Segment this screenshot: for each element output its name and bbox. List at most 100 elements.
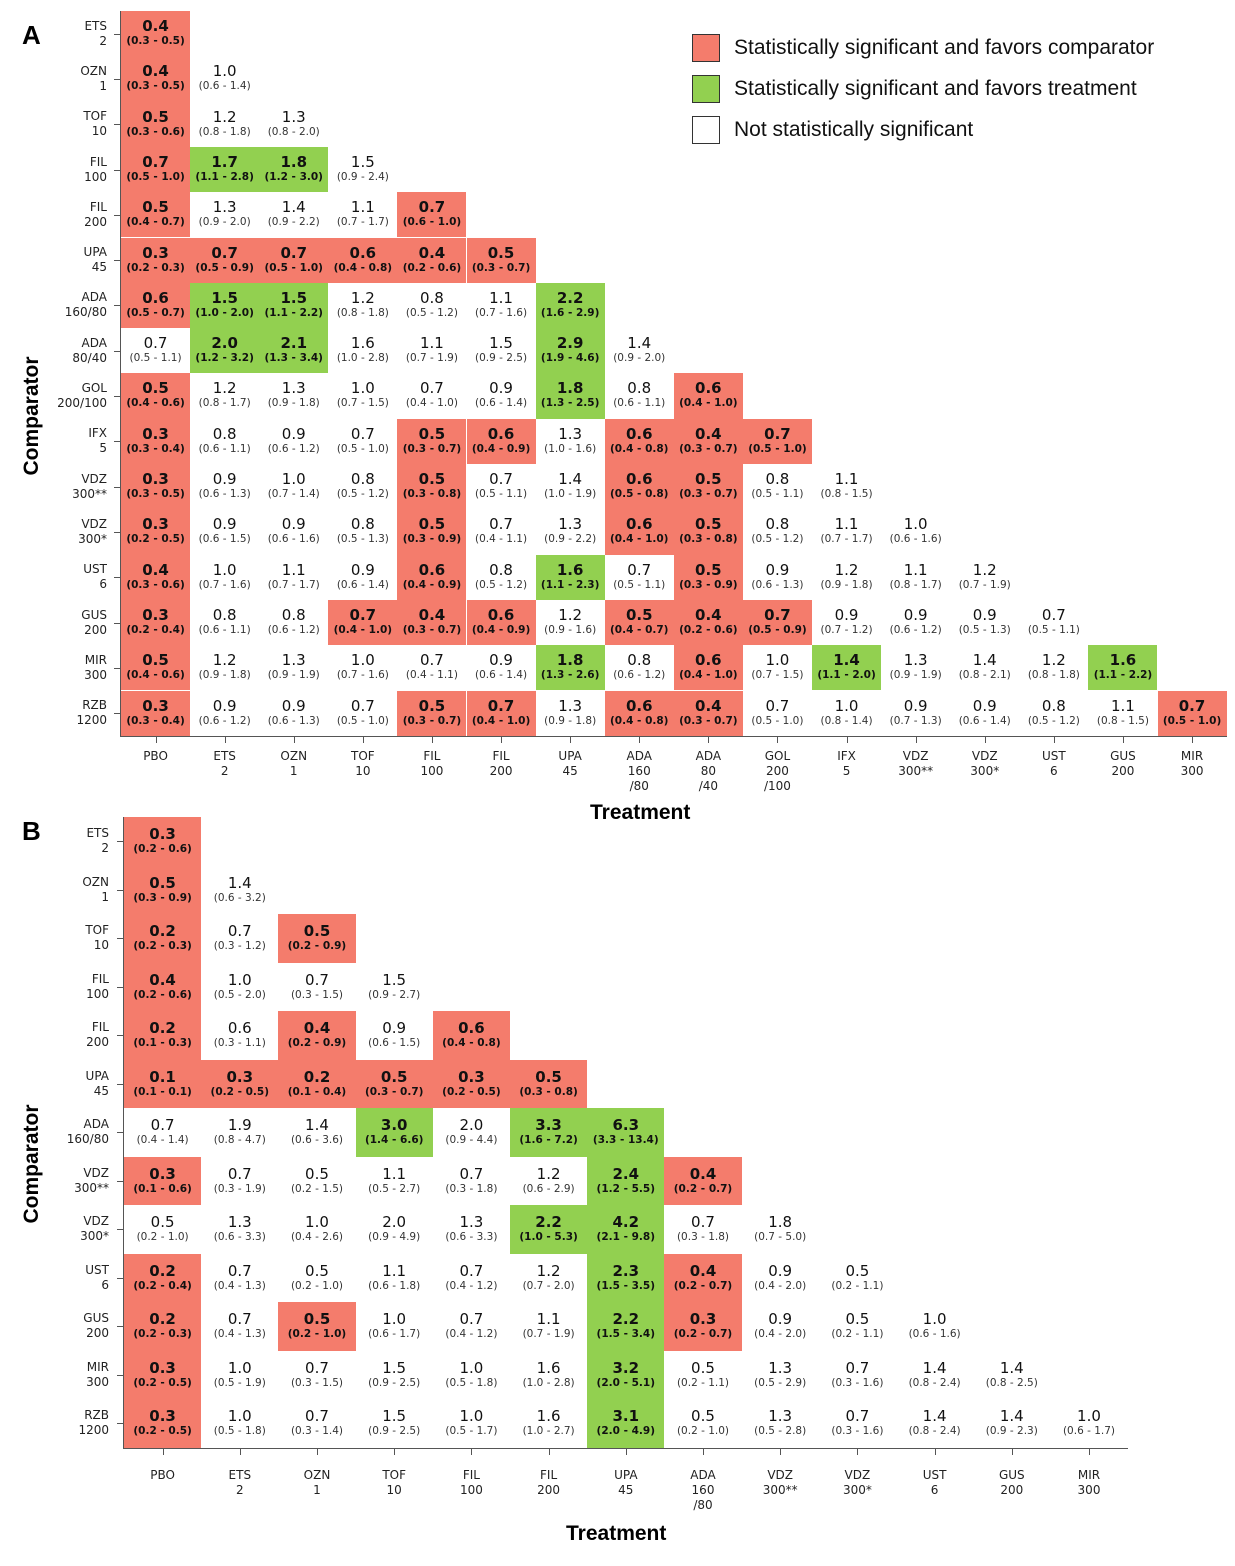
y-tick-label-line: RZB <box>84 1408 109 1423</box>
cell-confidence-interval: (0.3 - 0.7) <box>679 714 738 727</box>
cell-confidence-interval: (0.9 - 1.9) <box>889 669 942 682</box>
cell-estimate: 1.6 <box>536 1407 561 1425</box>
heatmap-cell: 1.3 (0.9 - 1.9) <box>259 645 329 691</box>
cell-estimate: 0.7 <box>1178 696 1206 715</box>
x-tick-label-line: 200 <box>1000 1483 1024 1497</box>
cell-estimate: 1.4 <box>922 1407 947 1425</box>
heatmap-cell: 0.5 (0.2 - 1.5) <box>278 1156 356 1205</box>
cell-confidence-interval: (1.1 - 2.2) <box>264 306 323 319</box>
heatmap-cell: 1.1 (0.7 - 1.9) <box>510 1302 588 1351</box>
cell-confidence-interval: (0.7 - 1.2) <box>820 623 873 636</box>
heatmap-cell: 0.2 (0.2 - 0.3) <box>124 914 202 963</box>
cell-confidence-interval: (0.6 - 1.1) <box>198 623 251 636</box>
y-tick-label-line: 160/80 <box>64 305 107 320</box>
heatmap-cell: 0.6 (0.5 - 0.7) <box>121 282 191 329</box>
y-tick-label: VDZ 300** <box>7 472 107 502</box>
x-tick <box>708 736 709 743</box>
cell-estimate: 0.6 <box>695 379 722 398</box>
heatmap-cell: 0.4 (0.3 - 0.7) <box>673 690 743 736</box>
cell-estimate: 1.2 <box>558 605 583 624</box>
heatmap-cell: 0.4 (0.2 - 0.9) <box>278 1011 356 1060</box>
cell-estimate: 0.5 <box>535 1067 562 1086</box>
cell-confidence-interval: (0.2 - 1.0) <box>290 1279 344 1292</box>
x-axis-line <box>123 1447 1128 1449</box>
cell-confidence-interval: (0.2 - 0.9) <box>287 940 347 952</box>
heatmap-cell: 1.0 (0.7 - 1.5) <box>328 373 398 419</box>
cell-estimate: 0.7 <box>227 1310 252 1328</box>
cell-estimate: 0.7 <box>627 560 652 579</box>
heatmap-cell: 0.6 (0.4 - 1.0) <box>604 509 674 555</box>
cell-confidence-interval: (0.8 - 1.8) <box>336 306 389 319</box>
cell-confidence-interval: (0.5 - 1.1) <box>613 578 666 591</box>
x-tick-label: ADA 160/80 <box>663 1468 743 1513</box>
heatmap-cell: 0.7 (0.5 - 1.0) <box>328 690 398 736</box>
cell-confidence-interval: (0.5 - 0.9) <box>748 623 807 636</box>
heatmap-cell: 0.9 (0.6 - 1.2) <box>881 599 951 646</box>
cell-estimate: 1.3 <box>903 651 928 670</box>
heatmap-cell: 0.7 (0.6 - 1.0) <box>397 192 467 238</box>
x-tick <box>857 1448 858 1455</box>
heatmap-cell: 0.4 (0.3 - 0.5) <box>121 56 191 102</box>
y-tick-label-line: ADA <box>81 290 107 305</box>
cell-confidence-interval: (0.3 - 0.4) <box>126 442 185 455</box>
cell-confidence-interval: (0.3 - 0.4) <box>126 714 185 727</box>
x-tick-label-line: 100 <box>459 1483 483 1497</box>
y-tick <box>114 713 120 714</box>
heatmap-cell: 1.5 (0.9 - 2.4) <box>328 146 398 193</box>
cell-confidence-interval: (0.2 - 0.5) <box>133 1425 192 1437</box>
cell-estimate: 0.7 <box>764 424 791 443</box>
heatmap-cell: 0.7 (0.5 - 1.1) <box>121 328 191 374</box>
cell-estimate: 1.0 <box>305 1213 329 1231</box>
heatmap-cell: 0.4 (0.3 - 0.5) <box>121 11 191 57</box>
heatmap-cell: 0.7 (0.4 - 1.0) <box>397 373 467 419</box>
heatmap-cell: 0.9 (0.5 - 1.3) <box>950 599 1020 646</box>
heatmap-cell: 0.8 (0.5 - 1.2) <box>466 554 536 600</box>
x-tick-label: MIR 300 <box>1152 749 1232 779</box>
cell-estimate: 1.0 <box>350 651 375 670</box>
cell-estimate: 1.2 <box>1041 651 1066 670</box>
heatmap-cell: 0.5 (0.2 - 1.1) <box>818 1302 896 1351</box>
cell-estimate: 0.5 <box>380 1067 408 1086</box>
heatmap-cell: 0.7 (0.4 - 1.4) <box>124 1108 202 1157</box>
cell-estimate: 0.5 <box>845 1261 870 1280</box>
cell-estimate: 0.7 <box>459 1164 484 1183</box>
cell-confidence-interval: (1.2 - 3.0) <box>264 170 323 183</box>
cell-confidence-interval: (0.3 - 0.7) <box>471 261 531 274</box>
cell-estimate: 1.3 <box>558 515 583 534</box>
cell-estimate: 0.7 <box>459 1310 484 1328</box>
heatmap-cell: 0.9 (0.7 - 1.2) <box>812 599 882 646</box>
heatmap-cell: 0.5 (0.2 - 1.0) <box>278 1302 356 1351</box>
cell-confidence-interval: (0.9 - 1.8) <box>820 578 873 591</box>
y-tick <box>117 1132 123 1133</box>
x-tick-label: ADA 80/40 <box>668 749 748 794</box>
cell-estimate: 0.7 <box>1041 605 1066 624</box>
cell-estimate: 1.4 <box>999 1407 1024 1425</box>
y-tick-label-line: 80/40 <box>72 350 107 365</box>
y-tick-label-line: RZB <box>82 698 107 713</box>
cell-confidence-interval: (0.4 - 0.8) <box>442 1037 501 1049</box>
cell-estimate: 0.3 <box>142 470 169 488</box>
cell-estimate: 0.3 <box>226 1067 254 1086</box>
heatmap-cell: 0.6 (0.4 - 1.0) <box>673 645 743 691</box>
heatmap-cell: 1.2 (0.8 - 1.8) <box>328 282 398 329</box>
cell-confidence-interval: (0.6 - 1.2) <box>267 623 320 636</box>
x-tick-label-line: 1 <box>289 764 298 778</box>
cell-confidence-interval: (0.3 - 1.8) <box>676 1231 730 1243</box>
cell-estimate: 0.7 <box>349 605 377 624</box>
cell-estimate: 1.2 <box>212 379 237 398</box>
cell-estimate: 0.6 <box>142 288 169 307</box>
x-tick-label-line: 6 <box>930 1483 939 1497</box>
cell-confidence-interval: (0.4 - 0.8) <box>610 714 669 727</box>
heatmap-cell: 0.5 (0.3 - 0.8) <box>397 464 467 510</box>
y-tick-label: RZB 1200 <box>7 698 107 728</box>
cell-confidence-interval: (0.5 - 1.0) <box>126 170 185 183</box>
y-tick-label: TOF 10 <box>7 109 107 139</box>
cell-confidence-interval: (0.2 - 0.7) <box>673 1328 733 1340</box>
cell-estimate: 0.7 <box>845 1407 870 1425</box>
cell-confidence-interval: (0.6 - 2.9) <box>522 1182 575 1195</box>
cell-confidence-interval: (0.5 - 1.0) <box>748 442 807 455</box>
x-tick-label: GUS 200 <box>972 1468 1052 1498</box>
heatmap-cell: 1.3 (0.9 - 2.2) <box>535 509 605 555</box>
y-tick-label: UPA 45 <box>9 1069 109 1099</box>
cell-confidence-interval: (0.5 - 0.9) <box>195 261 254 274</box>
